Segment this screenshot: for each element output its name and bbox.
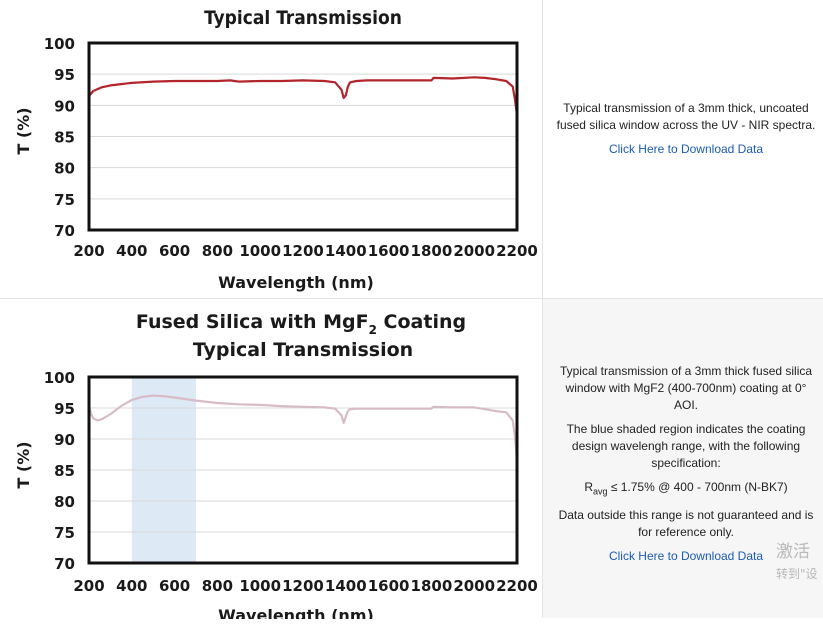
y-tick-label: 95: [54, 66, 75, 84]
y-tick-label: 100: [44, 369, 75, 387]
chart-cell-uncoated: Typical Transmission 100 95 90 85 80 75 70 200 40…: [0, 0, 541, 298]
x-tick-label: 200: [73, 242, 104, 260]
chart-title: Fused Silica with MgF2 Coating: [136, 311, 466, 337]
chart-title-main: Fused Silica with MgF: [136, 311, 369, 333]
x-tick-label: 800: [202, 242, 233, 260]
chart-title: Typical Transmission: [204, 7, 402, 29]
description-text: Typical transmission of a 3mm thick fuse…: [559, 364, 813, 412]
plot-frame: [87, 375, 519, 565]
y-tick-label: 80: [54, 493, 75, 511]
y-tick-label: 80: [54, 160, 75, 178]
watermark-goto: 转到"设: [776, 567, 818, 581]
x-tick-label: 1000: [239, 577, 281, 595]
x-tick-label: 1800: [411, 577, 453, 595]
coating-range-note: The blue shaded region indicates the coa…: [566, 422, 806, 470]
chart-title-subscript: 2: [369, 323, 377, 337]
description-panel-uncoated: Typical transmission of a 3mm thick, unc…: [542, 0, 823, 298]
spec-subscript: avg: [592, 486, 608, 497]
series-line: [88, 76, 519, 115]
x-tick-label: 800: [202, 577, 233, 595]
y-axis-label: T (%): [14, 441, 33, 488]
plot-frame: [87, 41, 519, 232]
y-tick-label: 90: [54, 431, 75, 449]
description-panel-mgf2: Typical transmission of a 3mm thick fuse…: [542, 299, 823, 618]
description-mgf2: Typical transmission of a 3mm thick fuse…: [555, 363, 817, 565]
download-data-link[interactable]: Click Here to Download Data: [608, 142, 764, 156]
description-text: Typical transmission of a 3mm thick, unc…: [556, 101, 816, 132]
series-line: [87, 394, 519, 461]
x-tick-label: 1400: [325, 577, 367, 595]
spec-value: ≤ 1.75% @ 400 - 700nm (N-BK7): [607, 480, 788, 494]
y-tick-label: 75: [54, 524, 75, 542]
x-tick-label: 1400: [325, 242, 367, 260]
chart-row-mgf2: Fused Silica with MgF2 Coating Typical Tr…: [0, 298, 823, 624]
y-tick-label: 85: [54, 129, 75, 147]
x-tick-label: 1600: [368, 577, 410, 595]
y-tick-label: 85: [54, 462, 75, 480]
x-axis-label: Wavelength (nm): [218, 606, 374, 619]
y-tick-label: 100: [44, 35, 75, 53]
y-axis-label: T (%): [14, 107, 33, 154]
chart-cell-mgf2: Fused Silica with MgF2 Coating Typical Tr…: [0, 299, 541, 624]
chart-title-rest: Coating: [377, 311, 466, 333]
description-uncoated: Typical transmission of a 3mm thick, unc…: [555, 100, 817, 158]
x-tick-label: 1200: [282, 577, 324, 595]
x-tick-label: 600: [159, 577, 190, 595]
x-tick-label: 400: [116, 577, 147, 595]
y-tick-label: 95: [54, 400, 75, 418]
x-tick-label: 2000: [453, 577, 495, 595]
x-tick-label: 1000: [239, 242, 281, 260]
x-tick-label: 600: [159, 242, 190, 260]
x-tick-label: 2200: [496, 242, 538, 260]
x-tick-label: 1600: [368, 242, 410, 260]
x-axis-label: Wavelength (nm): [218, 273, 374, 292]
download-data-link[interactable]: Click Here to Download Data: [608, 549, 764, 564]
x-tick-label: 400: [116, 242, 147, 260]
x-tick-label: 2000: [453, 242, 495, 260]
x-tick-label: 1800: [411, 242, 453, 260]
chart-title-line2: Typical Transmission: [193, 339, 413, 361]
reference-note: Data outside this range is not guarantee…: [558, 508, 814, 540]
x-tick-label: 2200: [496, 577, 538, 595]
y-tick-label: 75: [54, 191, 75, 209]
chart-row-uncoated: Typical Transmission 100 95 90 85 80 75 70 200 40…: [0, 0, 823, 298]
chart-uncoated-transmission: Typical Transmission 100 95 90 85 80 75 70 200 40…: [14, 7, 538, 292]
watermark-activate: 激活: [776, 542, 810, 562]
x-tick-label: 200: [73, 577, 104, 595]
y-tick-label: 70: [54, 222, 75, 240]
spec-symbol: R: [584, 480, 593, 494]
x-tick-label: 1200: [282, 242, 324, 260]
coating-spec: Ravg ≤ 1.75% @ 400 - 700nm (N-BK7): [555, 479, 817, 500]
y-tick-label: 90: [54, 97, 75, 115]
y-tick-label: 70: [54, 555, 75, 573]
